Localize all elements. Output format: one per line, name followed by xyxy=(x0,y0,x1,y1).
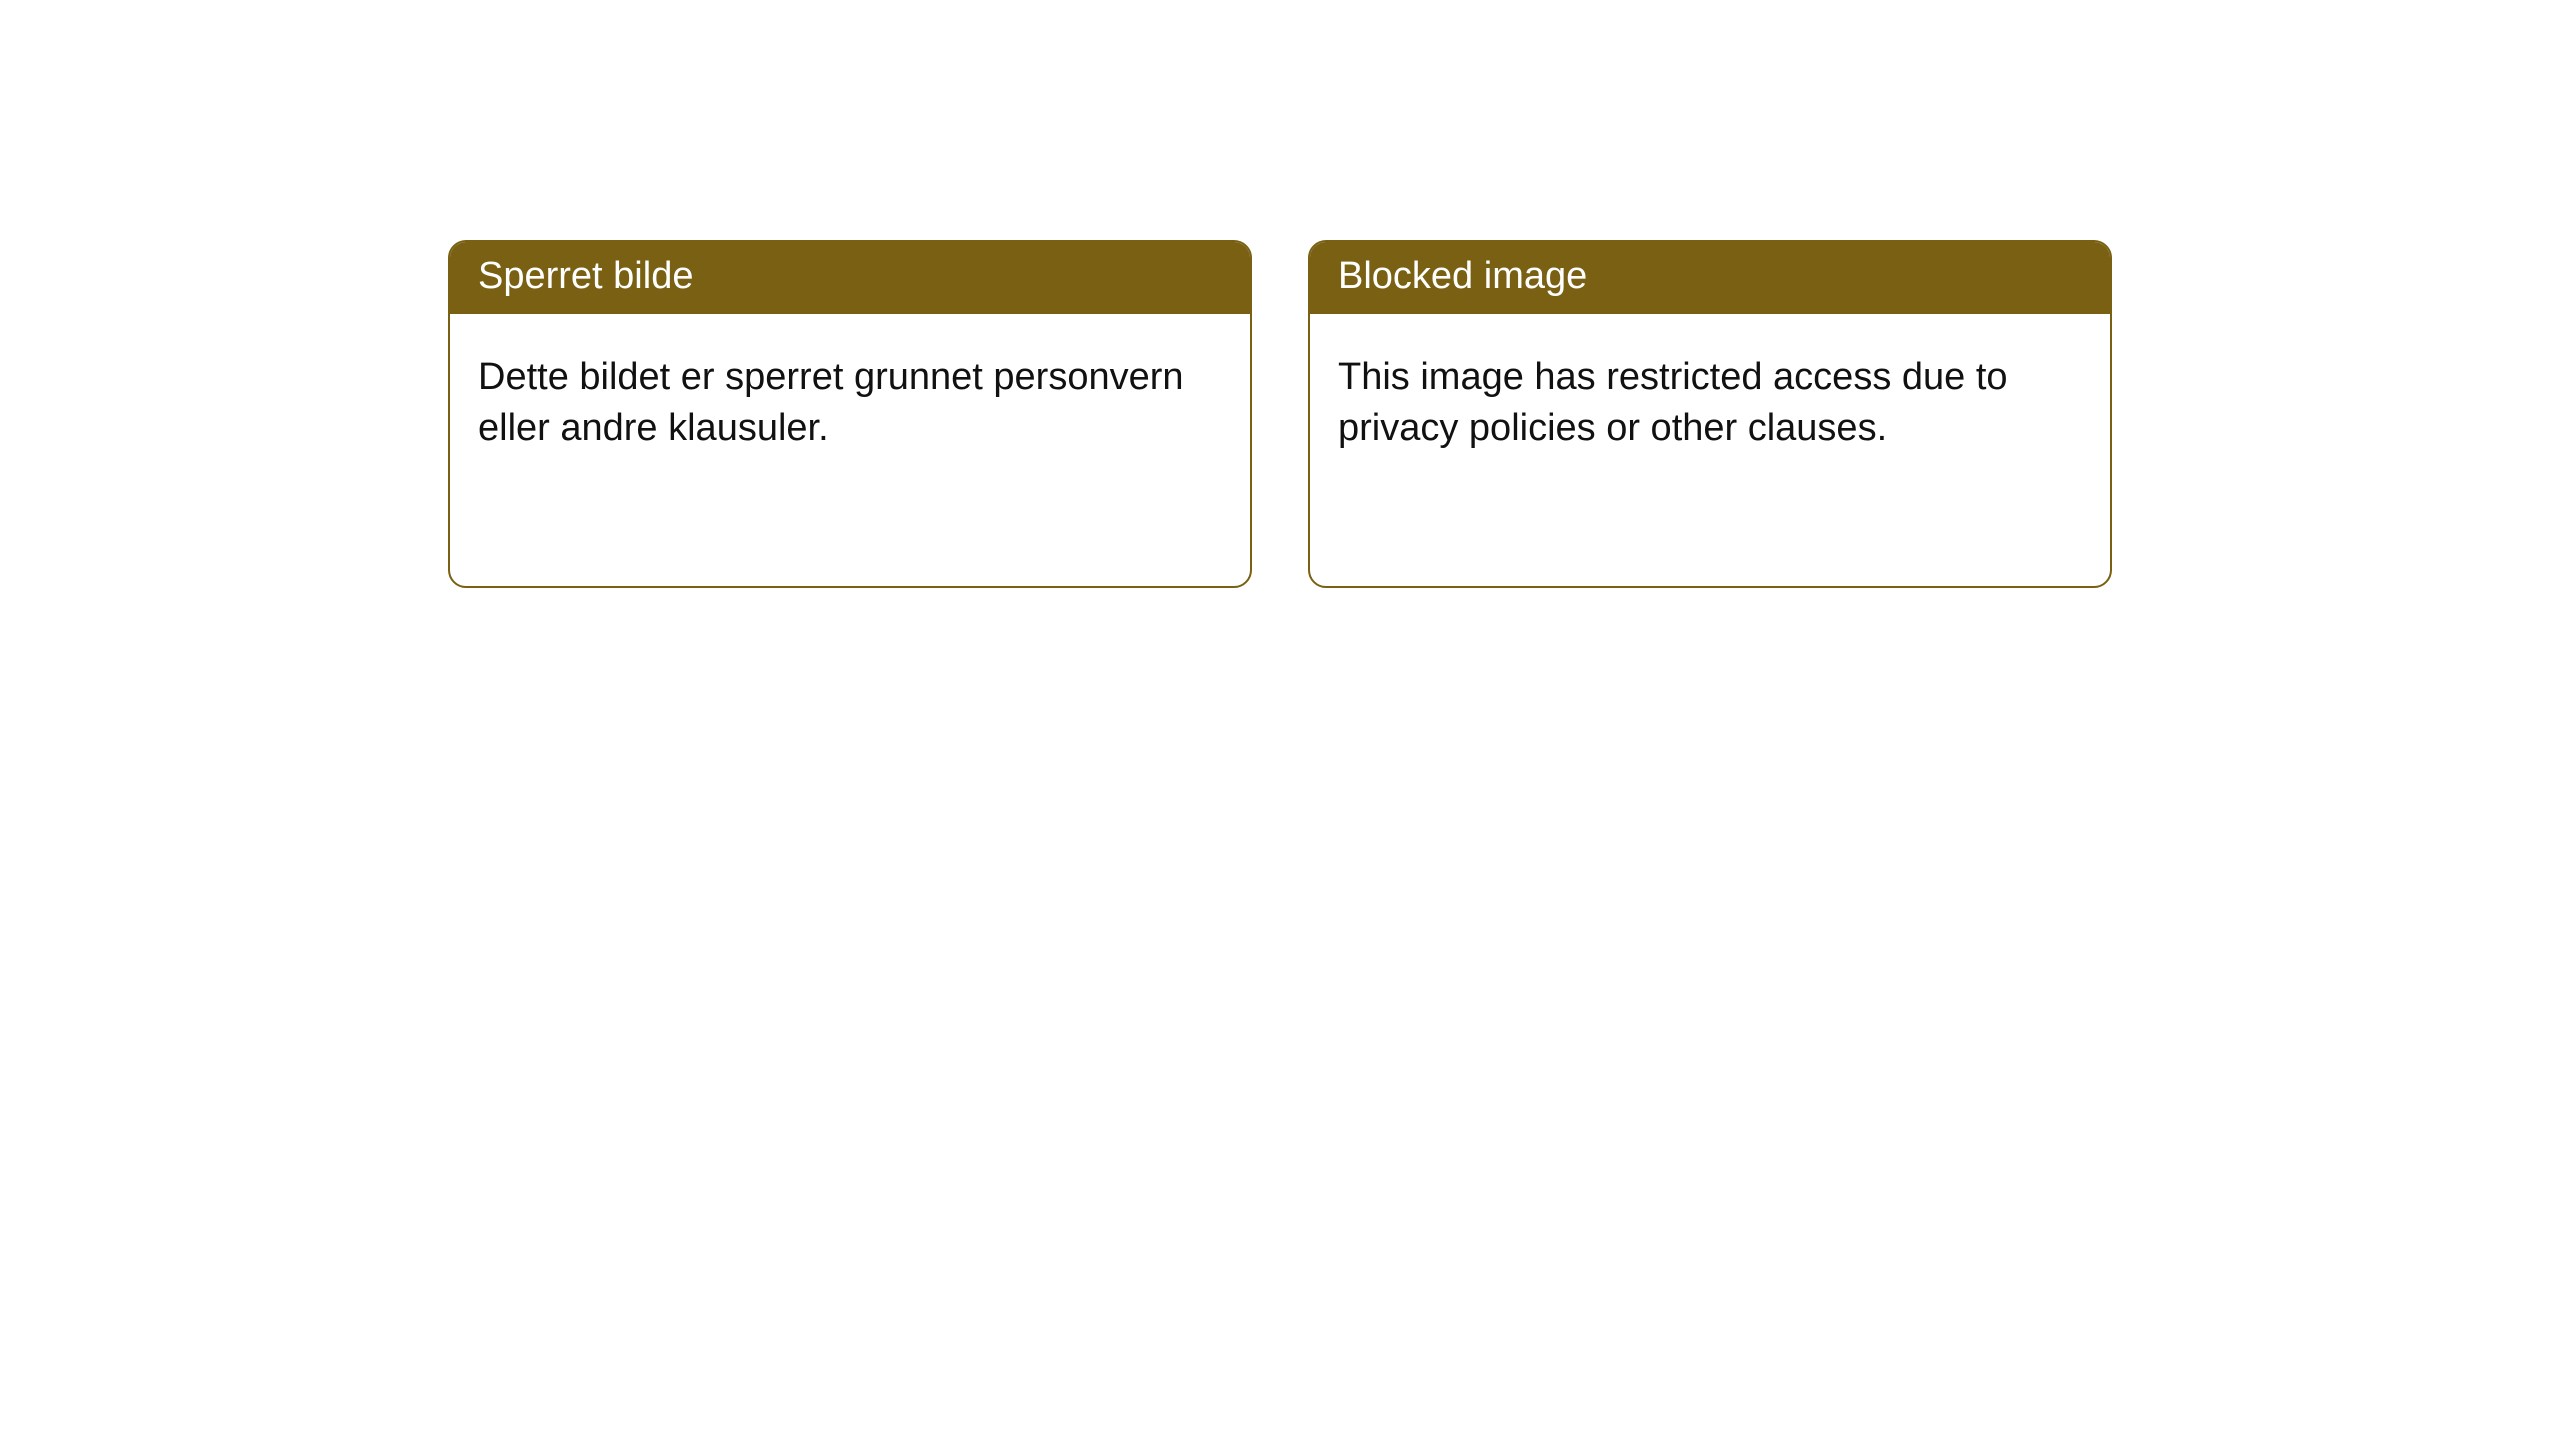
notice-container: Sperret bilde Dette bildet er sperret gr… xyxy=(0,0,2560,588)
blocked-image-card-english: Blocked image This image has restricted … xyxy=(1308,240,2112,588)
card-body-english: This image has restricted access due to … xyxy=(1310,314,2110,586)
card-body-norwegian: Dette bildet er sperret grunnet personve… xyxy=(450,314,1250,586)
card-title-english: Blocked image xyxy=(1310,242,2110,314)
blocked-image-card-norwegian: Sperret bilde Dette bildet er sperret gr… xyxy=(448,240,1252,588)
card-title-norwegian: Sperret bilde xyxy=(450,242,1250,314)
